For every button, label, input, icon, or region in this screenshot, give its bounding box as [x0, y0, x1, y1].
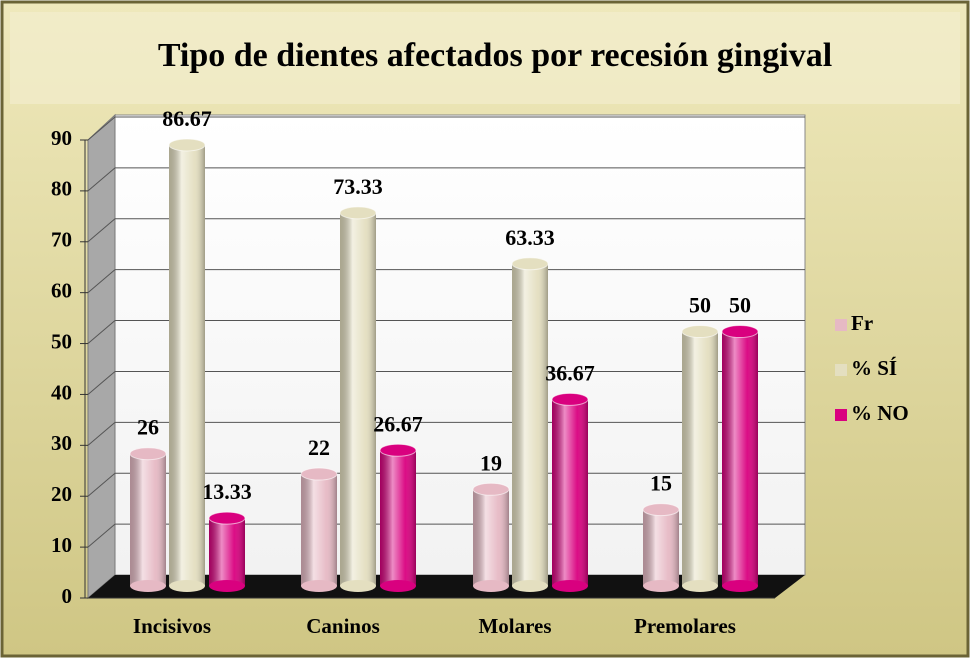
value-label: 19 — [480, 450, 502, 475]
title-area — [10, 12, 960, 104]
bar-cap — [472, 482, 510, 496]
grid-line — [87, 167, 116, 192]
bar-base — [209, 580, 245, 592]
legend-label: % NO — [851, 401, 909, 425]
bar-cap — [681, 325, 719, 339]
value-label: 15 — [650, 471, 672, 496]
grid-line — [87, 320, 116, 344]
bar-cap — [300, 467, 338, 481]
bar-shine — [643, 509, 679, 586]
x-tick-label: Incisivos — [133, 614, 211, 638]
floor — [88, 575, 805, 598]
legend-swatch — [835, 319, 847, 331]
grid-line — [87, 523, 116, 548]
bar-cap — [511, 257, 549, 271]
y-tick-label: 0 — [62, 584, 73, 608]
legend-label: Fr — [851, 311, 873, 335]
y-tick-label: 40 — [51, 380, 72, 404]
value-label: 86.67 — [162, 106, 212, 131]
value-label: 50 — [689, 293, 711, 318]
grid-line — [87, 218, 116, 243]
value-label: 26.67 — [373, 411, 423, 436]
value-label: 63.33 — [505, 225, 555, 250]
x-tick-label: Molares — [478, 614, 551, 638]
grid-line — [87, 421, 116, 446]
bar-base — [552, 580, 588, 592]
x-tick-label: Premolares — [634, 614, 736, 638]
bar-base — [130, 580, 166, 592]
bar-base — [722, 580, 758, 592]
bar-shine — [169, 144, 205, 587]
bar-base — [380, 580, 416, 592]
bar-shine — [512, 263, 548, 586]
value-label: 36.67 — [545, 360, 595, 385]
y-tick-label: 50 — [51, 329, 72, 353]
bar-cap — [129, 447, 167, 461]
bar-shine — [722, 331, 758, 586]
value-label: 13.33 — [202, 479, 252, 504]
bar-base — [169, 580, 205, 592]
grid-line — [87, 371, 116, 395]
grid-line — [87, 116, 116, 141]
bar-shine — [209, 518, 245, 586]
bar-cap — [168, 138, 206, 152]
y-tick-label: 90 — [51, 126, 72, 150]
bar-shine — [473, 489, 509, 586]
bar-base — [512, 580, 548, 592]
bar-cap — [642, 503, 680, 517]
bar-shine — [380, 450, 416, 586]
legend-swatch — [835, 409, 847, 421]
y-tick-label: 30 — [51, 431, 72, 455]
bar-shine — [301, 474, 337, 586]
bar-base — [301, 580, 337, 592]
bar-base — [340, 580, 376, 592]
bar-shine — [340, 212, 376, 586]
bar-cap — [551, 392, 589, 406]
y-tick-label: 60 — [51, 278, 72, 302]
value-label: 73.33 — [333, 174, 383, 199]
y-tick-label: 70 — [51, 228, 72, 252]
bar-base — [473, 580, 509, 592]
value-label: 50 — [729, 293, 751, 318]
bar-cap — [721, 325, 759, 339]
y-tick-label: 20 — [51, 482, 72, 506]
legend-label: % SÍ — [851, 356, 897, 380]
chart-title: Tipo de dientes afectados por recesión g… — [158, 37, 832, 74]
y-tick-label: 10 — [51, 533, 72, 557]
y-tick-label: 80 — [51, 177, 72, 201]
legend-swatch — [835, 364, 847, 376]
grid-line — [87, 269, 116, 294]
bar-base — [643, 580, 679, 592]
bar-shine — [130, 453, 166, 586]
bar-cap — [339, 206, 377, 220]
bar-cap — [208, 511, 246, 525]
x-tick-label: Caninos — [306, 614, 380, 638]
value-label: 22 — [308, 435, 330, 460]
grid-line — [87, 472, 116, 497]
bar-base — [682, 580, 718, 592]
bar-shine — [552, 399, 588, 586]
bar-cap — [379, 443, 417, 457]
value-label: 26 — [137, 415, 159, 440]
bar-shine — [682, 331, 718, 586]
